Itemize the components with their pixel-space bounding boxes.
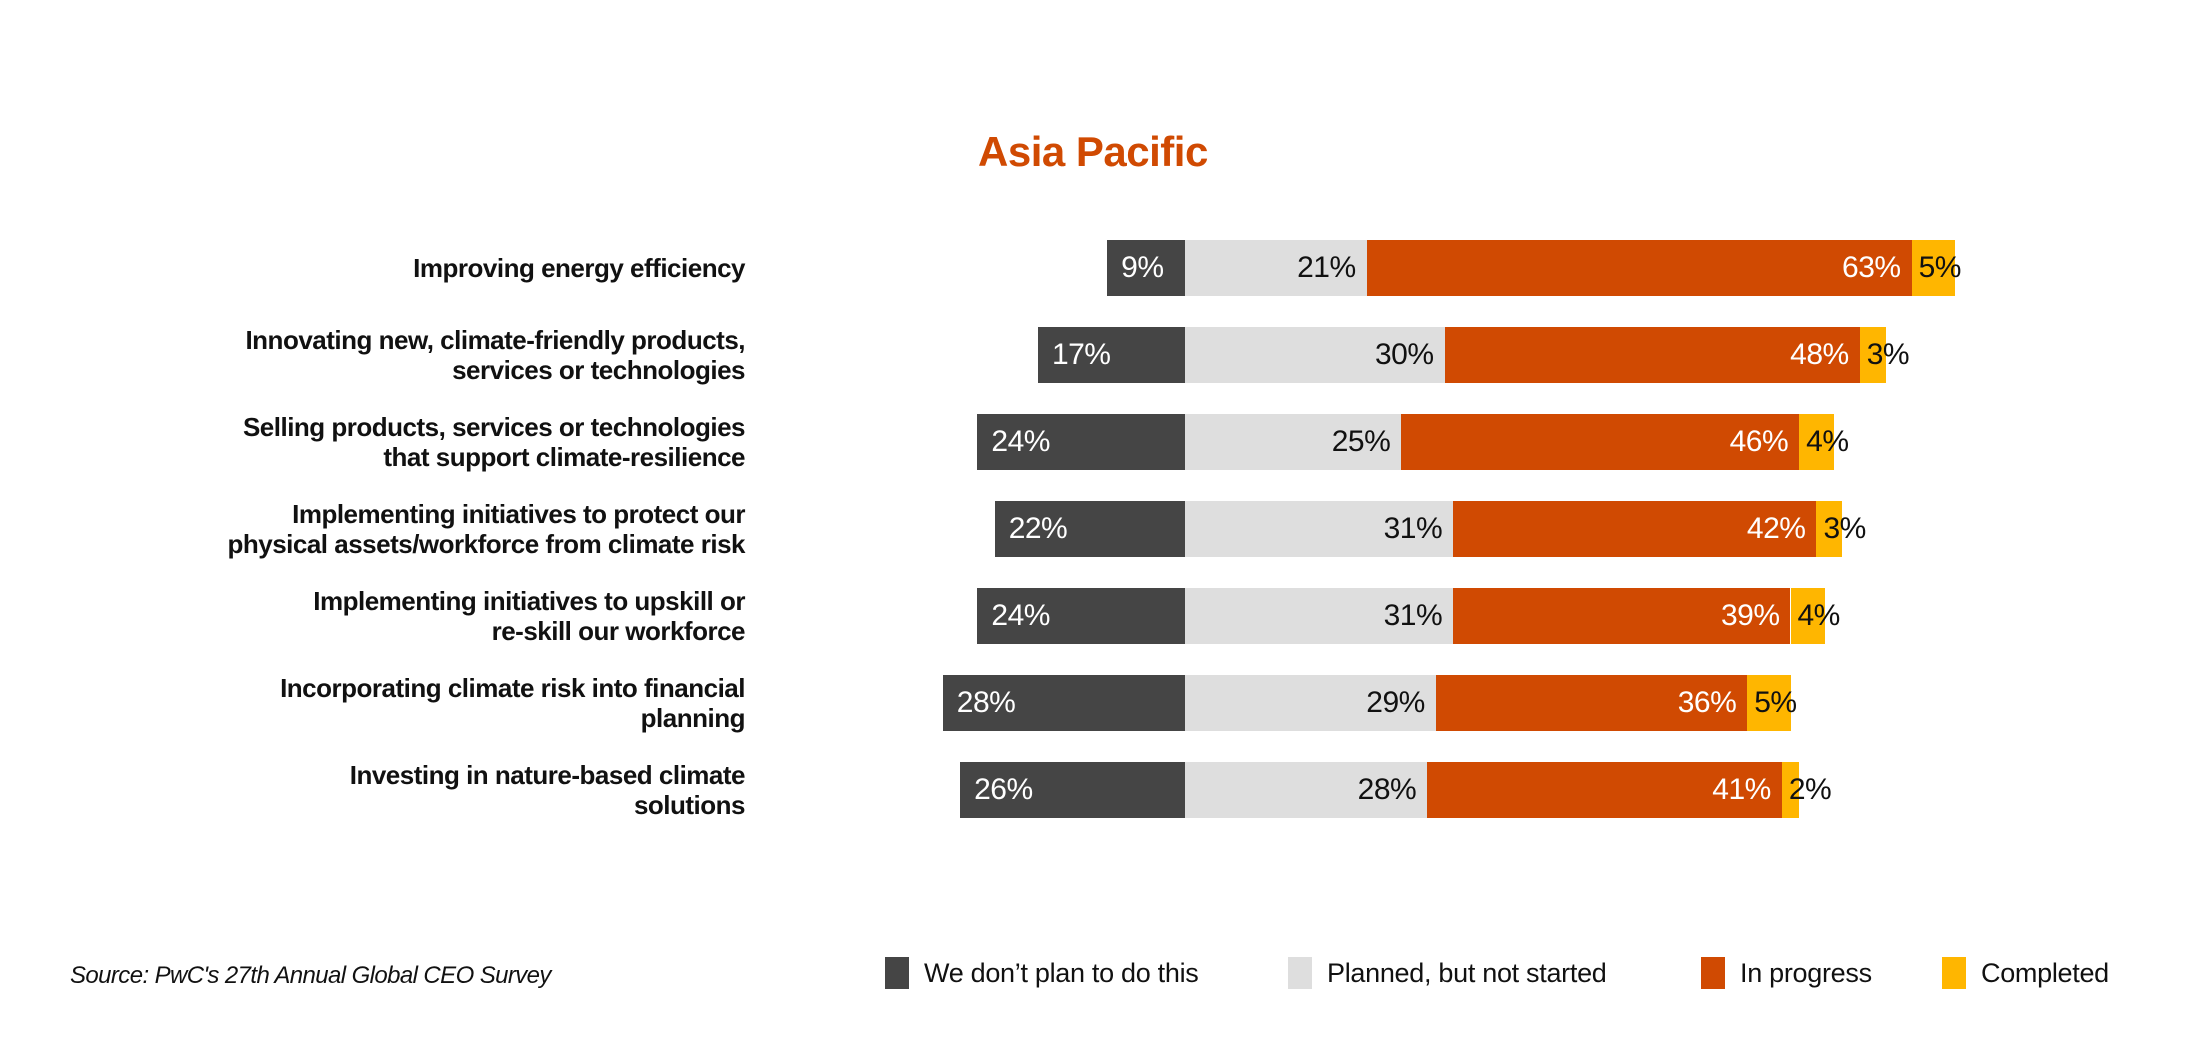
segment-dont-plan	[977, 588, 1185, 644]
category-label: Implementing initiatives to upskill or re…	[313, 586, 745, 646]
segment-value-label: 46%	[1729, 425, 1789, 458]
segment-in-progress	[1444, 327, 1860, 383]
segment-value-label: 48%	[1790, 338, 1849, 371]
segment-value-label: 28%	[956, 686, 1016, 719]
segment-in-progress	[1435, 675, 1748, 731]
segment-value-label: 42%	[1746, 512, 1806, 545]
segment-dont-plan	[1037, 327, 1185, 383]
segment-planned	[1185, 414, 1402, 470]
segment-value-label: 17%	[1051, 338, 1111, 371]
segment-in-progress	[1453, 588, 1791, 644]
segment-planned	[1185, 240, 1367, 296]
segment-value-label: 22%	[1008, 512, 1068, 545]
legend-item: Completed	[1942, 954, 2109, 992]
segment-dont-plan	[960, 762, 1185, 818]
bar-row: Improving energy efficiency 9% 21% 63% 5%	[0, 240, 2188, 296]
segment-value-label: 63%	[1842, 251, 1901, 284]
legend-item: We don’t plan to do this	[885, 954, 1199, 992]
segment-value-label: 26%	[974, 773, 1033, 806]
segment-value-label: 4%	[1797, 599, 1841, 632]
segment-value-label: 4%	[1806, 425, 1849, 458]
category-label: Improving energy efficiency	[413, 253, 745, 283]
segment-planned	[1185, 327, 1445, 383]
segment-completed	[1799, 414, 1834, 470]
segment-planned	[1185, 588, 1454, 644]
legend-item: In progress	[1701, 954, 1872, 992]
segment-completed	[1816, 501, 1843, 557]
segment-value-label: 2%	[1788, 773, 1832, 806]
segment-value-label: 31%	[1383, 512, 1443, 545]
bar-row: Implementing initiatives to protect our p…	[0, 499, 2188, 559]
segment-dont-plan	[977, 414, 1185, 470]
bar-row: Incorporating climate risk into financia…	[0, 673, 2188, 733]
segment-value-label: 24%	[991, 425, 1050, 458]
category-label: Investing in nature-based climate solutio…	[349, 760, 746, 820]
segment-dont-plan	[1107, 240, 1185, 296]
segment-in-progress	[1427, 762, 1782, 818]
segment-in-progress	[1366, 240, 1912, 296]
legend-item: Planned, but not started	[1288, 954, 1607, 992]
legend-swatch	[1701, 957, 1725, 989]
segment-completed	[1747, 675, 1791, 731]
segment-value-label: 25%	[1331, 425, 1391, 458]
bar-row: Innovating new, climate-friendly product…	[0, 325, 2188, 385]
category-label: Implementing initiatives to protect our p…	[227, 499, 745, 559]
chart-title: Asia Pacific	[978, 128, 1208, 175]
segment-completed	[1781, 762, 1800, 818]
segment-value-label: 24%	[991, 599, 1050, 632]
legend-label: Planned, but not started	[1327, 957, 1607, 988]
segment-value-label: 36%	[1677, 686, 1737, 719]
segment-value-label: 3%	[1823, 512, 1866, 545]
segment-in-progress	[1453, 501, 1817, 557]
category-label: Selling products, services or technologi…	[242, 412, 746, 472]
segment-planned	[1185, 675, 1436, 731]
legend-swatch	[885, 957, 909, 989]
segment-completed	[1790, 588, 1826, 644]
segment-value-label: 39%	[1720, 599, 1780, 632]
segment-value-label: 21%	[1297, 251, 1356, 284]
segment-value-label: 9%	[1121, 251, 1164, 284]
segment-dont-plan	[942, 675, 1185, 731]
segment-value-label: 5%	[1918, 251, 1962, 284]
segment-planned	[1185, 762, 1428, 818]
segment-value-label: 3%	[1866, 338, 1910, 371]
segment-value-label: 5%	[1754, 686, 1797, 719]
bar-row: Implementing initiatives to upskill or re…	[0, 586, 2188, 646]
legend-label: Completed	[1981, 957, 2109, 988]
segment-value-label: 30%	[1374, 338, 1434, 371]
category-label: Incorporating climate risk into financia…	[280, 673, 745, 733]
segment-in-progress	[1401, 414, 1800, 470]
segment-value-label: 29%	[1366, 686, 1425, 719]
legend-label: In progress	[1740, 957, 1872, 988]
bar-row: Investing in nature-based climate solutio…	[0, 760, 2188, 820]
legend-swatch	[1288, 957, 1312, 989]
segment-value-label: 41%	[1712, 773, 1771, 806]
segment-completed	[1911, 240, 1955, 296]
source-note: Source: PwC's 27th Annual Global CEO Sur…	[70, 962, 551, 989]
legend-swatch	[1942, 957, 1966, 989]
category-label: Innovating new, climate-friendly product…	[245, 325, 745, 385]
segment-dont-plan	[994, 501, 1185, 557]
segment-value-label: 31%	[1383, 599, 1443, 632]
bar-row: Selling products, services or technologi…	[0, 412, 2188, 472]
segment-planned	[1185, 501, 1454, 557]
segment-value-label: 28%	[1357, 773, 1417, 806]
segment-completed	[1859, 327, 1886, 383]
legend-label: We don’t plan to do this	[924, 957, 1199, 988]
